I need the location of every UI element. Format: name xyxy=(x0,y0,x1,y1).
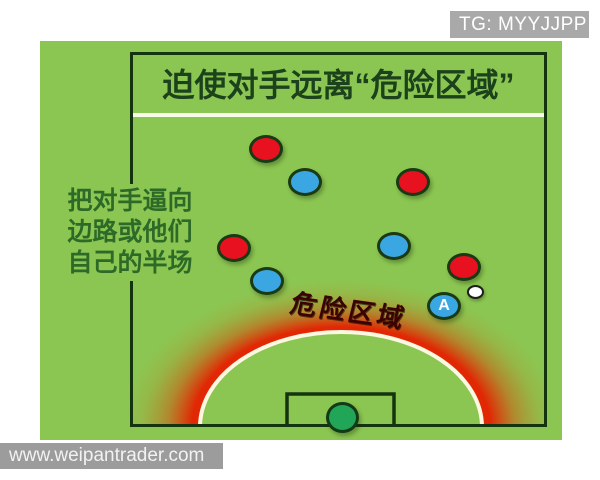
website-watermark: www.weipantrader.com xyxy=(0,443,223,469)
goal-box xyxy=(285,392,396,427)
side-note-line-1: 把对手逼向 xyxy=(67,188,193,215)
diagram-title: 迫使对手远离“危险区域” xyxy=(162,67,515,103)
penalty-arc xyxy=(198,330,484,427)
side-note-line-3: 自己的半场 xyxy=(67,250,193,277)
side-note-line-2: 边路或他们 xyxy=(67,219,193,246)
telegram-watermark: TG: MYYJJPP xyxy=(450,11,589,38)
side-note: 把对手逼向 边路或他们 自己的半场 xyxy=(56,184,204,281)
title-separator-line xyxy=(133,113,544,117)
